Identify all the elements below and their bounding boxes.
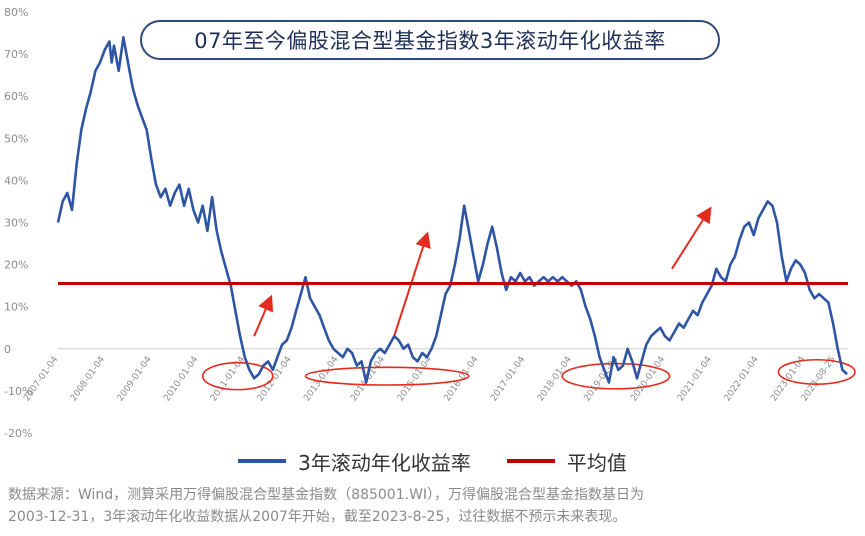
chart-title: 07年至今偏股混合型基金指数3年滚动年化收益率 [194,29,666,53]
source-footnote: 数据来源：Wind，测算采用万得偏股混合型基金指数（885001.WI），万得偏… [8,484,858,528]
legend-label-rolling-return: 3年滚动年化收益率 [298,450,471,475]
y-tick-label: 80% [4,6,28,19]
legend-swatch-average [506,459,555,463]
trend-arrow [671,206,712,270]
y-tick-label: 40% [4,174,28,187]
y-tick-label: 30% [4,217,28,230]
y-axis-ticks: 80% 70% 60% 50% 40% 30% 20% 10% 0 -10% -20% [4,6,32,440]
y-tick-label: 70% [4,48,28,61]
legend: 3年滚动年化收益率 平均值 [0,446,865,476]
x-tick-label: 2017-01-04 [489,355,527,404]
line-chart: 80% 70% 60% 50% 40% 30% 20% 10% 0 -10% -20% 2007-0… [4,6,856,440]
legend-swatch-rolling-return [238,459,287,463]
highlight-ellipse [201,361,274,391]
x-axis-ticks: 2007-01-04 2008-01-04 2009-01-04 2010-01-04… [22,355,838,404]
highlight-ellipse [777,358,856,385]
y-tick-label: 10% [4,301,28,314]
series-line-3yr-rolling-return [56,36,848,384]
y-tick-label: -10% [4,385,32,398]
x-tick-label: 2021-01-04 [676,355,714,404]
legend-label-average: 平均值 [566,450,627,475]
x-tick-label: 2010-01-04 [162,355,200,404]
x-tick-label: 2022-01-04 [723,355,761,404]
y-tick-label: 50% [4,132,28,145]
legend-item-average: 平均值 [506,447,627,476]
x-tick-label: 2007-01-04 [22,355,60,404]
footnote-line-2: 2003-12-31，3年滚动年化收益数据从2007年开始，截至2023-8-2… [8,509,627,525]
legend-item-rolling-return: 3年滚动年化收益率 [238,447,471,476]
x-tick-label: 2015-01-04 [396,355,434,404]
y-tick-label: -20% [4,427,32,440]
x-tick-label: 2008-01-04 [69,355,107,404]
highlight-ellipse [304,366,470,386]
chart-title-box: 07年至今偏股混合型基金指数3年滚动年化收益率 [140,20,720,60]
annotations [201,206,856,391]
y-tick-label: 0 [4,343,11,356]
x-tick-label: 2011-01-04 [209,355,247,404]
x-tick-label: 2020-01-04 [629,355,667,404]
trend-arrow [393,231,431,337]
y-tick-label: 60% [4,90,28,103]
trend-arrow [253,294,274,337]
y-tick-label: 20% [4,259,28,272]
x-tick-label: 2009-01-04 [116,355,154,404]
footnote-line-1: 数据来源：Wind，测算采用万得偏股混合型基金指数（885001.WI），万得偏… [8,487,645,503]
x-tick-label: 2016-01-04 [442,355,480,404]
x-tick-label: 2018-01-04 [536,355,574,404]
